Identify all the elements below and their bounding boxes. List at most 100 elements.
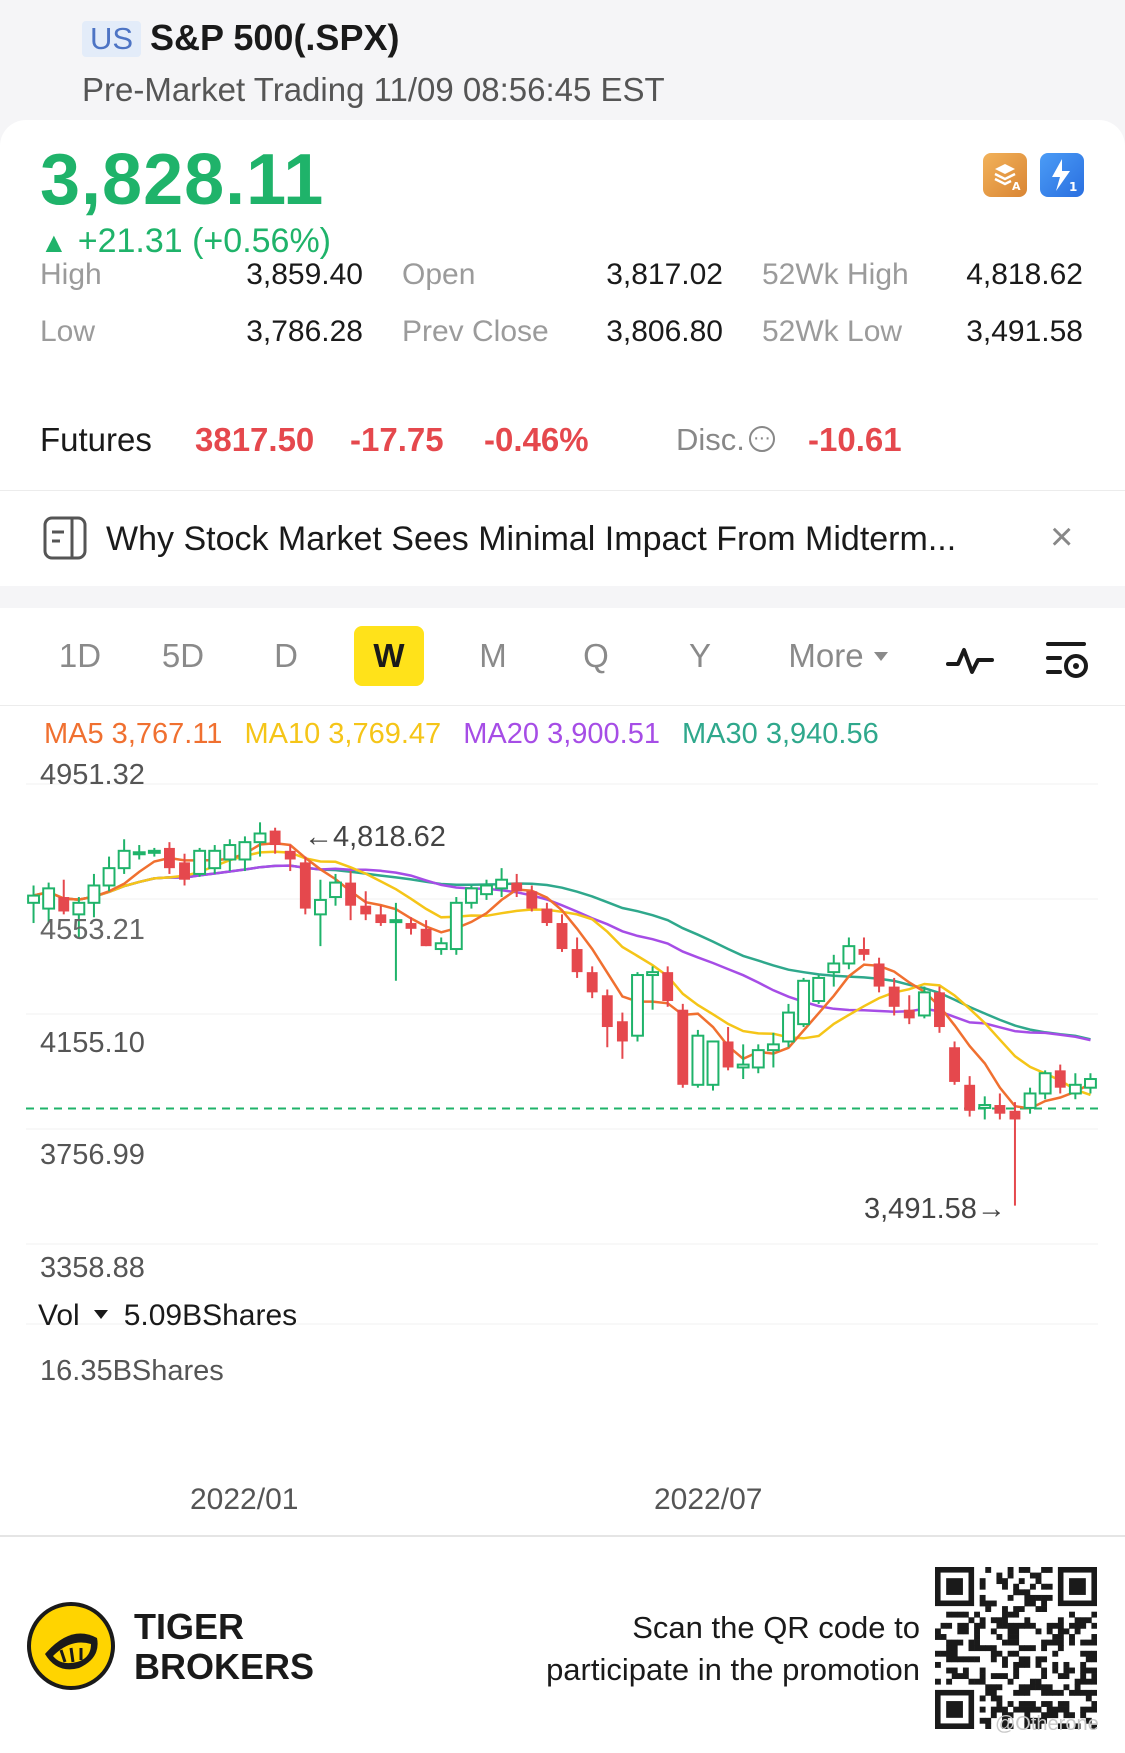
more-info-icon[interactable] — [748, 418, 775, 458]
candle-body — [117, 849, 131, 870]
candle-body — [360, 905, 372, 915]
tab-q[interactable]: Q — [583, 637, 609, 674]
52wk-high-value: 4,818.62 — [966, 258, 1083, 291]
low-annotation: 3,491.58→ — [864, 1193, 1006, 1225]
candle-body — [842, 945, 856, 965]
chart-settings-icon[interactable] — [1044, 638, 1092, 682]
candle-body — [934, 992, 945, 1028]
low-label: Low — [40, 315, 96, 348]
news-headline[interactable]: Why Stock Market Sees Minimal Impact Fro… — [106, 520, 957, 558]
candle-body — [736, 1063, 750, 1069]
candle-body — [299, 862, 311, 909]
chevron-down-icon — [93, 1310, 108, 1319]
candlestick-chart[interactable] — [0, 754, 1125, 1368]
tab-y[interactable]: Y — [688, 637, 711, 674]
ma5-line — [33, 842, 1092, 1110]
up-arrow-icon: ▲ — [40, 227, 68, 258]
candle-body — [132, 851, 146, 856]
candle-body — [511, 882, 523, 892]
x-axis-label: 2022/07 — [654, 1483, 763, 1516]
high-annotation: ←4,818.62 — [304, 821, 446, 853]
candle-body — [179, 862, 190, 880]
candle-body — [284, 850, 296, 860]
ticker-title[interactable]: S&P 500(.SPX) — [150, 17, 400, 58]
y-axis-label-mid: 4155.10 — [40, 1027, 145, 1059]
quote-header: US S&P 500(.SPX) Pre-Market Trading 11/0… — [0, 0, 1125, 125]
tiger-logo-icon — [27, 1602, 115, 1690]
volume-label: Vol — [38, 1299, 80, 1332]
candle-body — [1054, 1070, 1066, 1088]
moving-average-legend[interactable]: MA5 3,767.11 MA10 3,769.47 MA20 3,900.51… — [44, 716, 893, 752]
candle-body — [586, 972, 598, 993]
candle-body — [223, 844, 237, 861]
futures-label[interactable]: Futures — [40, 421, 152, 458]
candle-body — [616, 1021, 628, 1042]
qr-code[interactable] — [935, 1567, 1097, 1729]
disc-label[interactable]: Disc. — [676, 418, 775, 460]
candle-body — [208, 849, 222, 870]
candle-body — [812, 976, 826, 1003]
close-icon[interactable]: × — [1050, 515, 1074, 559]
tab-m[interactable]: M — [479, 637, 507, 674]
candle-body — [434, 942, 448, 951]
candle-body — [827, 962, 841, 974]
candle-body — [27, 894, 40, 904]
candle-body — [1084, 1078, 1097, 1089]
stack-a-icon[interactable]: A — [983, 153, 1027, 197]
x-axis-label: 2022/01 — [190, 1483, 299, 1516]
candle-body — [964, 1084, 976, 1111]
y-axis-label-upper: 4553.21 — [40, 914, 145, 946]
candle-body — [556, 923, 568, 950]
promo-footer: TIGER BROKERS Scan the QR code to particip… — [0, 1535, 1125, 1753]
candle-body — [631, 974, 644, 1037]
candle-body — [571, 949, 583, 973]
low-value: 3,786.28 — [246, 315, 363, 348]
candle-body — [269, 830, 281, 846]
high-value: 3,859.40 — [246, 258, 363, 291]
more-dropdown[interactable]: More — [778, 626, 898, 686]
volume-value: 5.09BShares — [123, 1299, 298, 1332]
candle-body — [677, 1009, 689, 1085]
candle-body — [706, 1040, 720, 1086]
volume-selector[interactable]: Vol 5.09BShares — [38, 1298, 297, 1334]
open-label: Open — [402, 258, 476, 291]
ma20-label: MA20 3,900.51 — [463, 718, 660, 750]
y-axis-label-top: 4951.32 — [40, 759, 145, 791]
promo-text: Scan the QR code to participate in the pr… — [546, 1610, 920, 1687]
disc-text: Disc. — [676, 422, 745, 457]
svg-text:1: 1 — [1069, 180, 1077, 194]
volume-max-label: 16.35BShares — [40, 1355, 224, 1387]
candle-body — [888, 986, 900, 1007]
disc-value: -10.61 — [808, 421, 902, 458]
candle-body — [253, 832, 267, 844]
tab-1d[interactable]: 1D — [58, 637, 102, 674]
candle-body — [646, 971, 660, 977]
candle-body — [1068, 1083, 1082, 1095]
candle-body — [1009, 1110, 1021, 1120]
candle-body — [164, 847, 175, 869]
lightning-1-icon[interactable]: 1 — [1040, 153, 1084, 197]
tab-d[interactable]: D — [274, 637, 298, 674]
open-value: 3,817.02 — [606, 258, 723, 291]
candle-body — [42, 887, 56, 910]
market-badge: US — [82, 21, 142, 57]
last-price: 3,828.11 — [40, 140, 325, 220]
tab-w[interactable]: W — [354, 626, 424, 686]
news-banner[interactable]: Why Stock Market Sees Minimal Impact Fro… — [0, 490, 1125, 586]
candle-body — [1023, 1092, 1037, 1109]
indicator-wave-icon[interactable] — [946, 638, 994, 682]
period-tabs: 1D 5D D W M Q Y More — [0, 608, 1125, 706]
ma5-label: MA5 3,767.11 — [44, 718, 223, 750]
candle-body — [949, 1047, 960, 1082]
high-label: High — [40, 258, 102, 291]
52wk-low-label: 52Wk Low — [762, 315, 903, 348]
tab-5d[interactable]: 5D — [161, 637, 205, 674]
candle-body — [389, 919, 403, 924]
candle-body — [691, 1034, 705, 1086]
session-status: Pre-Market Trading 11/09 08:56:45 EST — [82, 71, 665, 108]
52wk-high-label: 52Wk High — [762, 258, 909, 291]
candle-body — [751, 1049, 765, 1069]
candle-body — [873, 963, 885, 987]
candle-body — [58, 897, 70, 912]
candle-body — [102, 867, 116, 887]
